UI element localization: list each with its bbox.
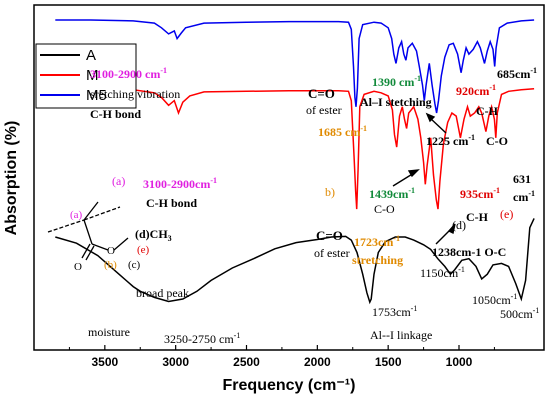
annot-a-range: 3250-2750 cm-1: [164, 331, 240, 346]
arrow-head-m-1238: [447, 223, 456, 235]
annot-m-e: (e): [500, 207, 513, 221]
annot-m5-1685: 1685 cm-1: [318, 124, 367, 139]
annot-m-a: (a): [112, 174, 125, 188]
bond-methoxy: [113, 237, 129, 251]
annot-m5-1225: 1225 cm-1: [426, 133, 475, 148]
x-axis-title: Frequency (cm⁻¹): [223, 377, 356, 394]
m-annotations: (a) 3100-2900cm-1 C-H bond b) C=O of est…: [112, 172, 535, 267]
legend-label-m: M: [86, 67, 99, 84]
annot-m5-ch-bond: C-H bond: [90, 107, 141, 121]
annot-m-631-unit: cm-1: [513, 189, 535, 204]
annot-m5-co-ester-1: C=O: [308, 86, 335, 101]
arrow-head-m-1439: [407, 169, 420, 178]
annot-m-935: 935cm-1: [460, 186, 500, 201]
structure-label-b: (b): [104, 259, 117, 271]
bond-backbone-left: [47, 219, 85, 233]
bond-ester-o: [91, 243, 109, 251]
bond-methyl: [83, 201, 99, 221]
series-line-m: [55, 88, 535, 210]
annot-m5-1390: 1390 cm-1: [372, 74, 421, 89]
arrow-m-1439: [392, 172, 415, 187]
annot-m5-co: C-O: [486, 134, 508, 148]
x-tick-label: 3500: [91, 355, 118, 369]
annot-m-stretching: stretching: [352, 253, 403, 267]
annot-m-631: 631: [513, 172, 531, 186]
structure-atom-o-ester: O: [107, 245, 115, 257]
annot-m-ch-bond: C-H bond: [146, 196, 197, 210]
legend-label-m5: M5: [86, 87, 107, 104]
annot-a-1753: 1753cm-1: [372, 304, 417, 319]
annot-a-1050: 1050cm-1: [472, 292, 517, 307]
annot-a-ali: Al--I linkage: [370, 328, 432, 342]
series-line-m5: [55, 19, 535, 114]
annot-m-b: b): [325, 185, 335, 199]
annot-m5-ch-desc: sretching vibration: [90, 87, 180, 101]
x-tick-label: 1500: [375, 355, 402, 369]
annotation-arrows: [392, 112, 456, 245]
legend-label-a: A: [86, 47, 96, 64]
x-tick-label: 2000: [304, 355, 331, 369]
arrow-m5-1225: [429, 117, 447, 134]
x-tick-label: 2500: [233, 355, 260, 369]
bond-carbonyl-o-1: [81, 243, 91, 259]
y-axis-title: Absorption (%): [3, 121, 20, 236]
arrow-head-m5-1225: [425, 112, 436, 123]
structure-label-c: (c): [128, 259, 141, 271]
annot-a-500: 500cm-1: [500, 306, 539, 321]
methacrylate-structure: [47, 201, 129, 261]
annot-a-1150: 1150cm-1: [420, 265, 465, 280]
annot-m-ch: C-H: [466, 210, 489, 224]
annot-m-1238: 1238cm-1 O-C: [432, 245, 506, 259]
annot-m-co: C-O: [374, 202, 395, 216]
annot-m-co-ester-2: of ester: [314, 246, 350, 260]
annot-m5-ali: Al–I stetching: [360, 95, 432, 109]
annot-m5-ch-short: C-H: [476, 104, 499, 118]
x-tick-label: 1000: [446, 355, 473, 369]
annot-m-1723: 1723cm-1: [354, 234, 400, 249]
x-axis-ticks: 3500 3000 2500 2000 1500 1000: [68, 345, 495, 369]
m5-annotations: 3100-2900 cm-1 sretching vibration C-H b…: [90, 66, 537, 148]
annot-m-1439: 1439cm-1: [369, 186, 415, 201]
annot-m-ch-range: 3100-2900cm-1: [143, 176, 217, 191]
a-annotations: 1150cm-1 1050cm-1 500cm-1 broad peak moi…: [88, 265, 539, 346]
x-tick-label: 3000: [162, 355, 189, 369]
bond-backbone-right: [83, 206, 121, 221]
structure-label-e: (e): [137, 244, 150, 256]
structure-label-d: (d)CH3: [135, 227, 172, 243]
annot-m5-920: 920cm-1: [456, 83, 496, 98]
annot-a-broad: broad peak: [136, 286, 189, 300]
structure-label-a: (a): [70, 209, 83, 221]
annot-m-co-ester-1: C=O: [316, 228, 343, 243]
bond-carbonyl-c: [83, 219, 93, 245]
bond-carbonyl-o-2: [85, 245, 95, 261]
annot-m5-co-ester-2: of ester: [306, 103, 342, 117]
annot-m5-685: 685cm-1: [497, 66, 537, 81]
annot-a-moisture: moisture: [88, 325, 130, 339]
annot-m-d: (d): [452, 218, 466, 232]
annot-m5-ch-range: 3100-2900 cm-1: [90, 66, 167, 81]
plot-area: [33, 4, 545, 351]
series-line-a: [55, 218, 535, 305]
spectra: [55, 19, 535, 305]
structure-labels: (a) (b) (c) (d)CH3 (e) O O: [70, 209, 172, 273]
legend: A M M5: [35, 43, 137, 109]
structure-atom-o-carbonyl: O: [74, 261, 82, 273]
